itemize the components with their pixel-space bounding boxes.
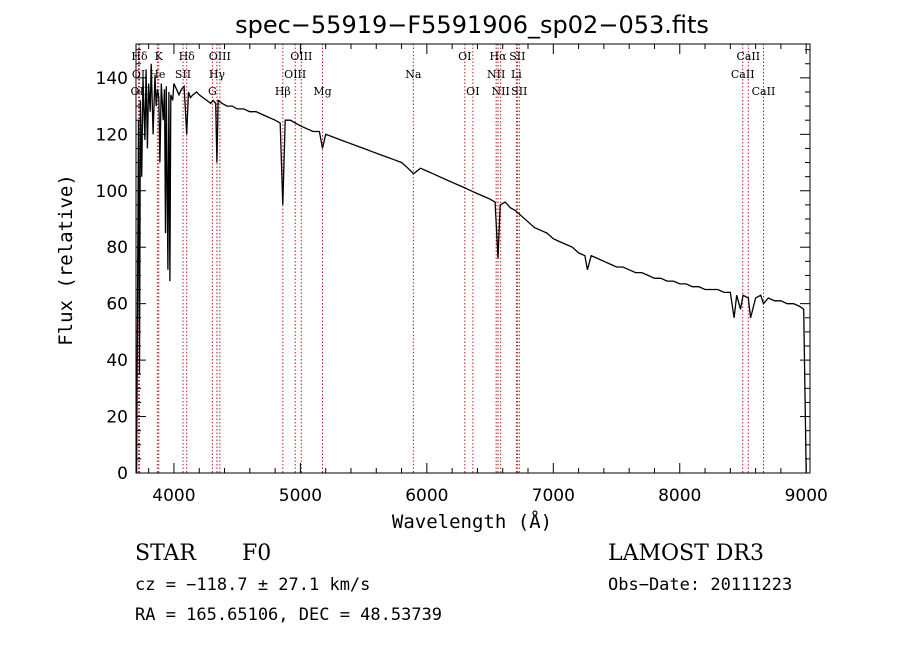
y-tick-label-60: 60 [106, 295, 128, 315]
redshift-line: cz = −118.7 ± 27.1 km/s [135, 575, 370, 595]
obs-date-line: Obs−Date: 20111223 [608, 575, 792, 595]
marker-label-7: SII [509, 50, 525, 63]
plot-frame [135, 43, 811, 474]
x-tick-label-6000: 6000 [405, 486, 448, 506]
marker-label-23: NII [492, 85, 510, 98]
y-tick-label-100: 100 [96, 182, 128, 202]
x-tick-label-8000: 8000 [658, 486, 701, 506]
marker-label-3: OIII [209, 50, 231, 63]
marker-label-8: CaII [736, 50, 760, 63]
star-class-label: STAR [135, 541, 197, 566]
marker-label-16: Li [511, 68, 522, 81]
marker-label-25: CaII [752, 85, 776, 98]
marker-label-22: OI [466, 85, 479, 98]
y-tick-label-0: 0 [117, 464, 128, 484]
y-tick-label-80: 80 [106, 238, 128, 258]
y-tick-label-40: 40 [106, 351, 128, 371]
marker-label-20: Hβ [275, 85, 291, 98]
x-tick-label-4000: 4000 [152, 486, 195, 506]
y-tick-label-140: 140 [96, 69, 128, 89]
chart-title: spec−55919−F5591906_sp02−053.fits [235, 11, 709, 39]
axis-ticks [136, 44, 810, 474]
marker-label-19: G [208, 85, 217, 98]
x-tick-label-5000: 5000 [279, 486, 322, 506]
survey-label: LAMOST DR3 [608, 541, 764, 566]
y-tick-label-20: 20 [106, 408, 128, 428]
marker-label-13: OIII [284, 68, 306, 81]
x-tick-label-7000: 7000 [532, 486, 575, 506]
y-tick-label-120: 120 [96, 125, 128, 145]
marker-label-1: K [155, 50, 164, 63]
marker-label-17: CaII [731, 68, 755, 81]
star-subclass-label: F0 [242, 541, 271, 566]
marker-label-4: OIII [290, 50, 312, 63]
marker-label-15: NII [487, 68, 505, 81]
marker-label-14: Na [405, 68, 422, 81]
ra-dec-line: RA = 165.65106, DEC = 48.53739 [135, 605, 442, 625]
x-axis-label: Wavelength (Å) [392, 510, 552, 533]
flux-series-line [135, 63, 807, 474]
marker-label-24: SII [511, 85, 527, 98]
axis-tick-labels: 4000 5000 6000 7000 8000 9000 0 20 40 60 80 100 120 1… [96, 69, 828, 506]
marker-label-11: SII [175, 68, 191, 81]
y-axis-label: Flux (relative) [55, 174, 77, 346]
marker-label-6: Hα [490, 50, 508, 63]
marker-label-12: Hγ [209, 68, 226, 81]
x-tick-label-9000: 9000 [785, 486, 828, 506]
marker-label-5: OI [458, 50, 471, 63]
marker-label-21: Mg [313, 85, 331, 98]
marker-label-10: He [149, 68, 165, 81]
line-markers [138, 44, 764, 473]
marker-label-2: Hδ [179, 50, 196, 63]
marker-label-0: Hδ [131, 50, 148, 63]
